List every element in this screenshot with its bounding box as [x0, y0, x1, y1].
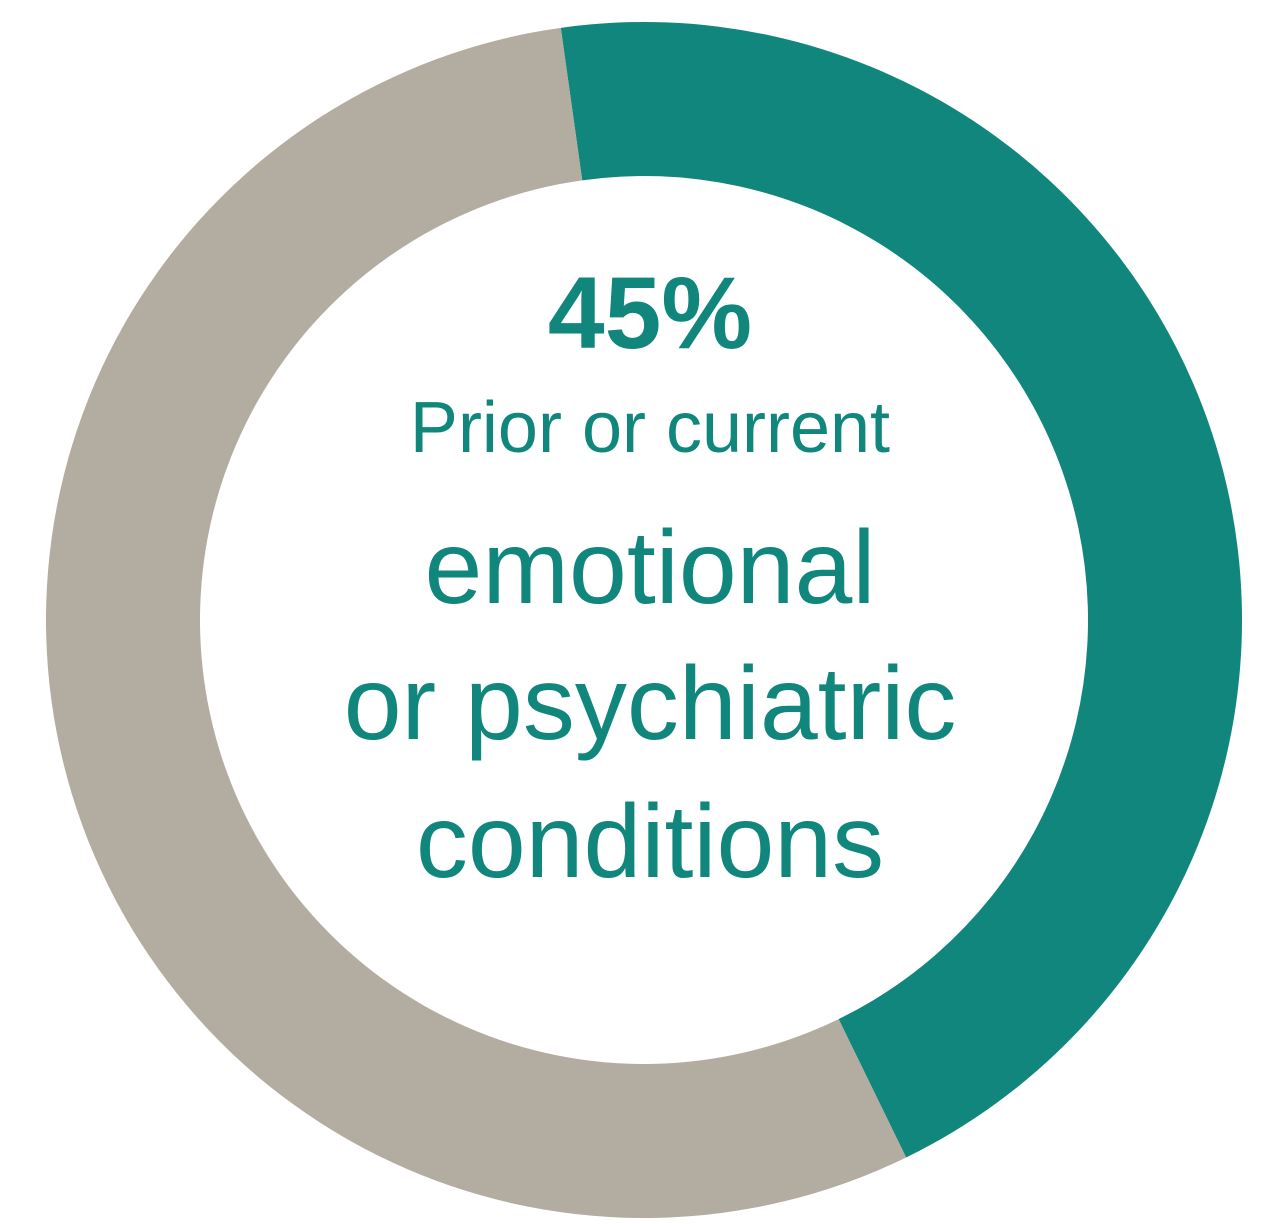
slice-remainder — [46, 27, 907, 1218]
caption-line-2: emotional — [424, 510, 876, 626]
caption-line-1: Prior or current — [409, 388, 891, 468]
donut-slices — [46, 21, 1242, 1218]
slice-highlighted — [560, 21, 1242, 1158]
percentage-value: 45% — [547, 256, 753, 370]
caption-line-3: or psychiatric — [343, 646, 957, 762]
caption-line-4: conditions — [415, 784, 885, 900]
